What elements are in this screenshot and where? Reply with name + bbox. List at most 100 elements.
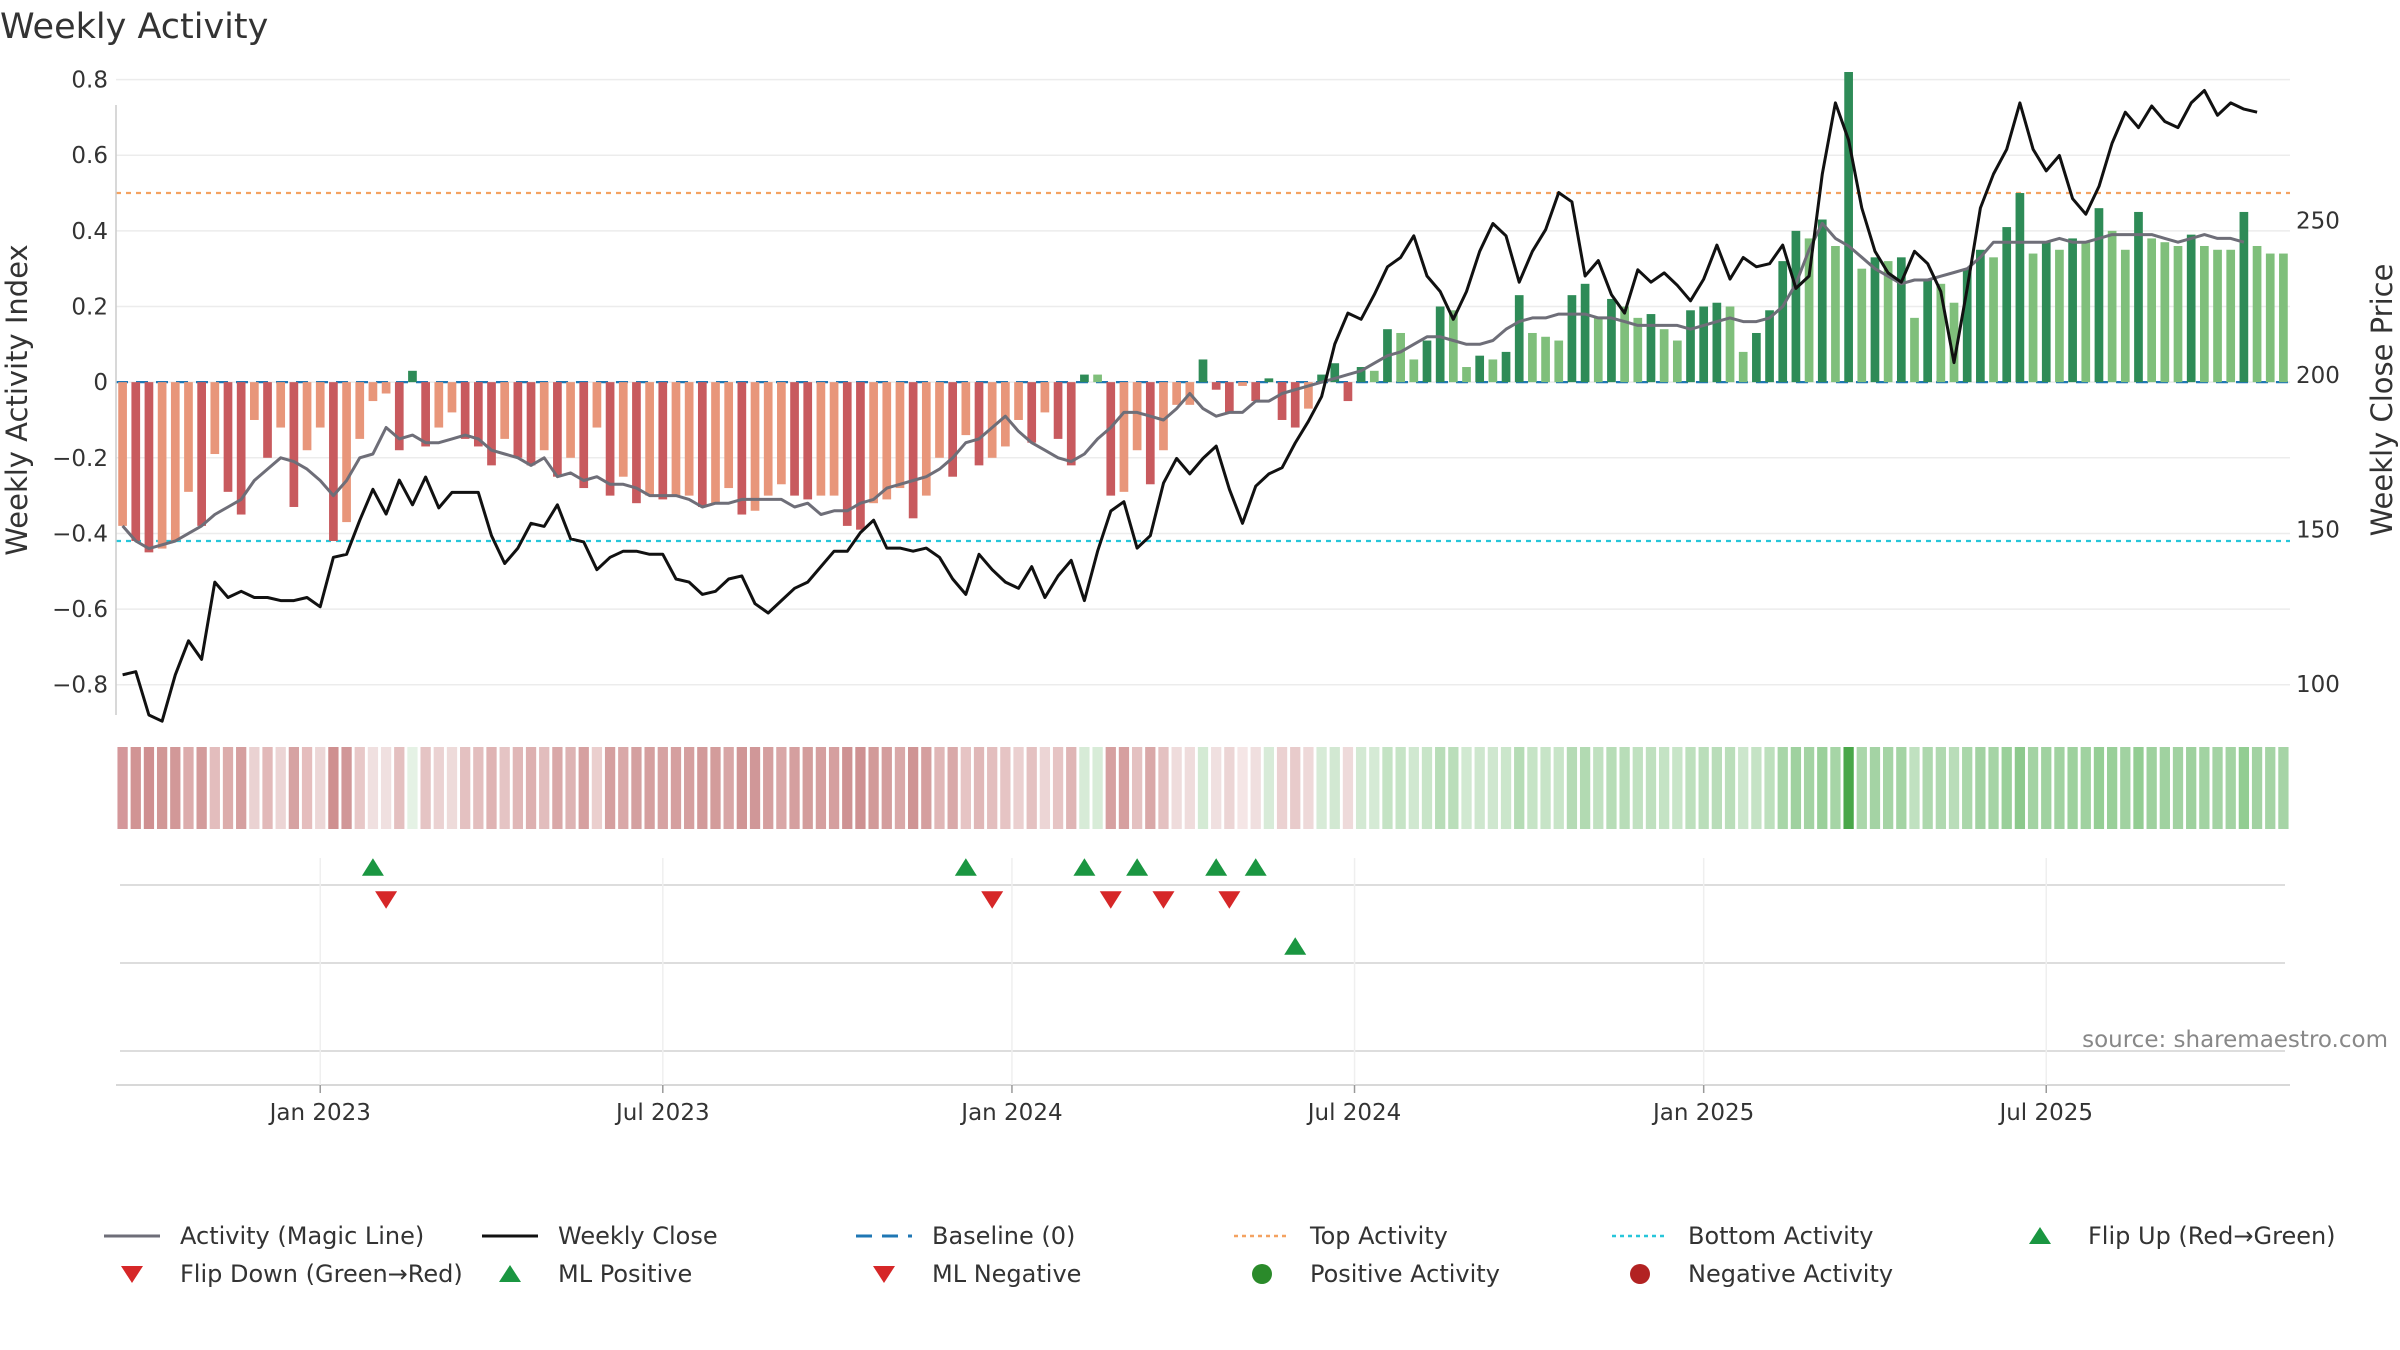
activity-bar [329,382,338,542]
heat-strip-cell [1026,747,1037,829]
activity-bar [1633,317,1643,383]
heat-strip-cell [855,747,866,829]
activity-bar [711,382,720,504]
activity-bar [1330,363,1340,383]
flip-down-marker [981,891,1004,909]
heat-strip-cell [565,747,576,829]
heat-strip-cell [1514,747,1525,829]
heat-strip-cell [1355,747,1367,829]
activity-bar [1765,310,1774,383]
heat-strip-cell [539,747,550,829]
heat-strip-cell [1935,747,1946,829]
activity-bar [1976,249,1985,383]
heat-strip-cell [117,747,128,829]
heat-strip-cell [723,747,734,829]
activity-bar [249,382,259,420]
activity-bar [473,382,483,447]
y2-tick-label: 100 [2296,672,2340,698]
heat-strip-cell [1540,747,1551,829]
heat-strip-cell [973,747,985,829]
heat-strip-cell [2212,747,2223,829]
heat-strip-cell [394,747,405,829]
heat-strip-cell [1856,747,1867,829]
legend-label: Flip Up (Red→Green) [2088,1222,2336,1250]
heat-strip-cell [1211,747,1222,829]
activity-bar [803,382,813,500]
heat-strip-cell [2199,747,2210,829]
activity-bar [1317,374,1326,383]
heat-strip-cell [1013,747,1024,829]
heat-strip-cell [512,747,523,829]
axes: 0.8 0.6 0.4 0.2 0 −0.2 −0.4 −0.6 −0.8 250 200 150 10… [52,68,2340,715]
heat-strip-cell [552,747,563,829]
heat-strip-cell [301,747,313,829]
activity-bar [842,382,852,526]
flip-up-marker [1073,858,1096,876]
activity-bar [1304,382,1313,409]
activity-bar [1989,257,1998,383]
flip-up-marker [1244,858,1267,876]
activity-bar [513,382,523,458]
legend-label: ML Negative [932,1260,1081,1288]
activity-bar [1448,310,1458,383]
heat-strip-cell [1092,747,1103,829]
activity-bar [777,382,786,485]
activity-bar [1053,382,1063,439]
heat-strip-cell [2001,747,2012,829]
heat-strip-cell [1988,747,1999,829]
heat-strip-cell [288,747,300,829]
flip-up-marker [1126,858,1149,876]
legend-label: Flip Down (Green→Red) [180,1260,463,1288]
heat-strip-cell [262,747,273,829]
heat-strip-cell [2120,747,2131,829]
x-tick-label: Jul 2024 [1306,1100,1402,1126]
heat-strip-cell [1711,747,1722,829]
activity-bar [1949,302,1959,383]
activity-bar [763,382,773,496]
activity-bar [1396,332,1405,383]
activity-bar [1106,382,1116,496]
legend-label: Top Activity [1309,1222,1448,1250]
activity-bar [2265,253,2275,383]
activity-bar [1778,261,1788,383]
activity-bar [935,382,944,458]
heat-strip-cell [156,747,168,829]
legend-item: Baseline (0) [856,1222,1075,1250]
heat-strip-cell [143,747,155,829]
activity-bar [1752,332,1761,383]
heat-strip-cell [209,747,220,829]
activity-bar [197,382,206,526]
heat-strip-cell [2278,747,2289,829]
activity-bar [1607,298,1616,383]
activity-bar [1514,295,1524,383]
activity-bar [1277,382,1287,420]
heat-strip-cell [1369,747,1380,829]
heat-strip-cell [341,747,352,829]
activity-bar [2173,245,2183,383]
heat-strip-cell [934,747,945,829]
activity-bar [1936,283,1946,383]
heat-strip-cell [1079,747,1090,829]
activity-bar [2213,249,2222,383]
legend-item: Top Activity [1234,1222,1448,1250]
activity-bar [1225,382,1234,413]
activity-bar [882,382,892,500]
activity-bar [1712,302,1722,383]
heat-strip-cell [1316,747,1327,829]
heat-strip-cell [776,747,787,829]
heat-strip-cell [354,747,365,829]
activity-bar [1686,310,1695,383]
activity-bar [236,382,246,515]
heat-strip-cell [196,747,207,829]
activity-bar [500,382,510,439]
activity-bar [658,382,668,500]
y-tick-label: 0.8 [71,68,108,94]
activity-bar [144,382,154,553]
series-lines [121,89,2258,723]
legend-item: Weekly Close [482,1222,718,1250]
activity-bar [1672,340,1682,383]
heat-strip-cell [1948,747,1960,829]
activity-bar [2279,253,2288,383]
activity-bar [816,382,826,496]
